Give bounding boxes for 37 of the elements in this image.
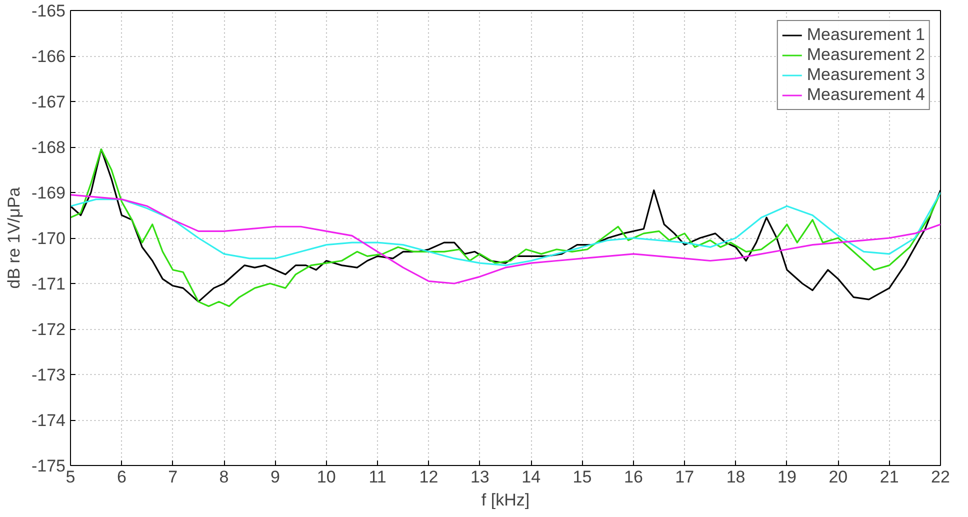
x-tick-label: 17 (675, 468, 694, 486)
x-tick-label: 16 (624, 468, 643, 486)
y-tick-label: -173 (31, 366, 66, 384)
x-tick-label: 22 (931, 468, 950, 486)
line-series (70, 194, 940, 284)
legend-label: Measurement 3 (806, 65, 925, 85)
y-axis-title: dB re 1V/μPa (4, 186, 24, 289)
x-tick-label: 5 (66, 468, 76, 486)
x-tick-label: 18 (726, 468, 746, 486)
y-tick-label: -167 (31, 92, 66, 112)
x-tick-label: 7 (168, 468, 178, 486)
legend-label: Measurement 4 (806, 85, 925, 105)
y-tick-label: -166 (31, 47, 66, 66)
y-tick-label: -170 (31, 229, 66, 248)
y-tick-label: -172 (31, 320, 66, 339)
x-tick-label: 13 (470, 468, 490, 486)
x-tick-label: 15 (572, 468, 592, 486)
x-tick-label: 8 (219, 468, 229, 486)
x-tick-label: 14 (522, 468, 541, 486)
y-tick-label: -175 (31, 456, 66, 476)
x-tick-label: 11 (368, 468, 386, 486)
y-tick-label: -174 (31, 411, 66, 430)
x-axis-title: f [kHz] (481, 490, 530, 510)
legend-label: Measurement 1 (806, 25, 925, 45)
x-tick-label: 19 (778, 468, 796, 486)
line-series (70, 192, 940, 266)
legend-label: Measurement 2 (806, 45, 925, 65)
y-tick-label: -165 (31, 2, 66, 20)
y-tick-label: -168 (31, 138, 66, 157)
x-tick-label: 10 (316, 468, 336, 486)
x-tick-label: 12 (419, 468, 438, 486)
x-tick-label: 6 (116, 468, 126, 486)
x-tick-label: 20 (828, 468, 848, 486)
y-tick-label: -171 (31, 274, 66, 294)
x-tick-label: 21 (880, 468, 899, 486)
x-tick-label: 9 (270, 468, 280, 486)
y-tick-label: -169 (31, 184, 66, 202)
